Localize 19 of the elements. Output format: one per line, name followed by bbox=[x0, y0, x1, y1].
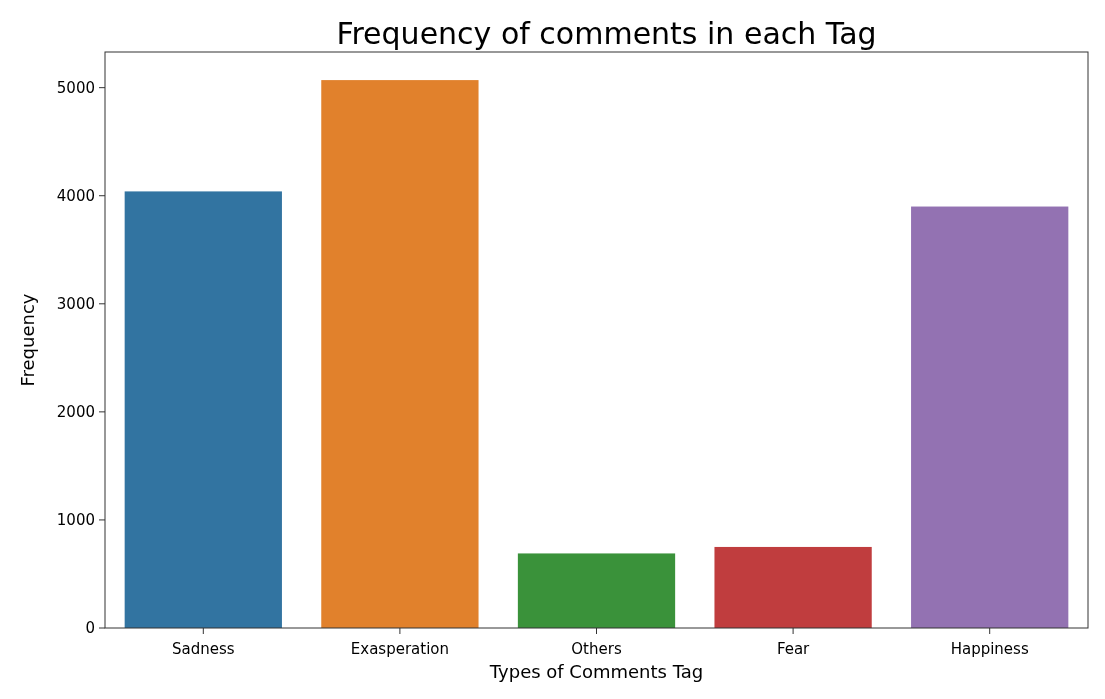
x-tick-label: Others bbox=[571, 640, 622, 658]
x-tick-label: Fear bbox=[776, 640, 811, 658]
bar bbox=[517, 553, 676, 628]
x-axis-title: Types of Comments Tag bbox=[488, 661, 704, 682]
y-tick-label: 0 bbox=[85, 619, 95, 638]
y-axis-title: Frequency bbox=[17, 293, 38, 387]
y-tick-label: 3000 bbox=[56, 295, 95, 314]
y-tick-label: 5000 bbox=[56, 78, 95, 97]
chart-title: Frequency of comments in each Tag bbox=[336, 16, 877, 51]
bar bbox=[714, 546, 872, 628]
x-tick-label: Happiness bbox=[950, 640, 1029, 658]
y-tick-label: 4000 bbox=[56, 186, 95, 205]
y-tick-label: 2000 bbox=[56, 403, 95, 422]
bar bbox=[911, 206, 1069, 628]
x-tick-label: Sadness bbox=[172, 640, 235, 658]
y-tick-label: 1000 bbox=[56, 511, 95, 530]
bar bbox=[321, 80, 479, 628]
bar bbox=[124, 191, 282, 628]
x-tick-label: Exasperation bbox=[350, 640, 449, 658]
